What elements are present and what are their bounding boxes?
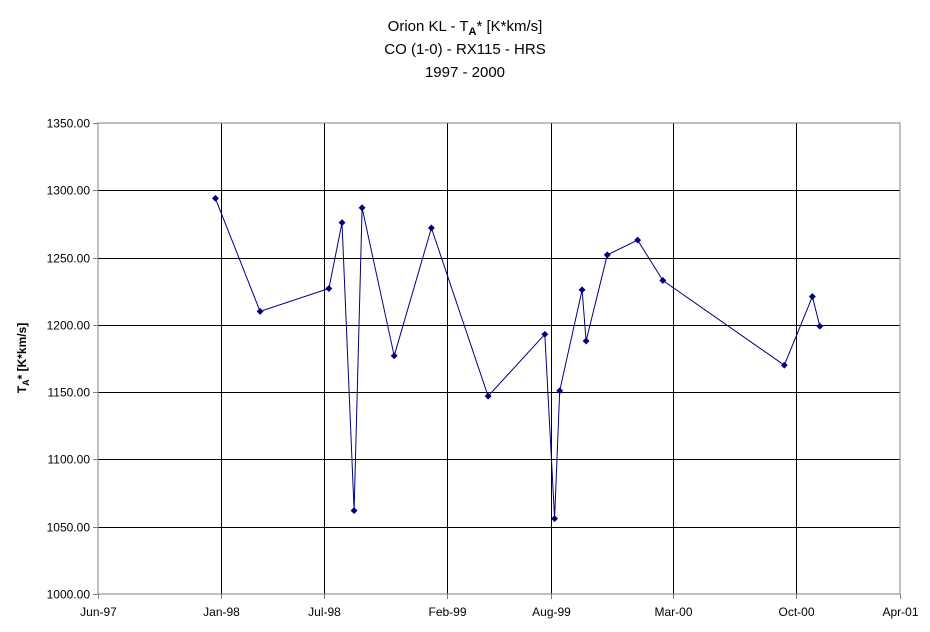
tick-label-layer: 1000.00 1050.00 1100.00 1150.00 1200.00 1250.… [47,117,919,620]
data-point-marker [659,276,667,285]
chart-title-prefix: Orion KL - T [387,18,469,35]
data-point-marker [338,219,346,227]
y-tick-label: 1100.00 [48,453,91,467]
data-point-marker [350,507,358,515]
x-tick-label: Jun-97 [80,605,117,619]
chart-title-line-1: Orion KL - TA* [K*km/s] [0,18,930,41]
data-point-marker [390,352,398,360]
y-tick-label: 1200.00 [47,319,91,333]
data-point-marker [582,337,590,345]
series-line [214,198,821,519]
plot-area-frame [97,122,901,595]
x-tick-label: Feb-99 [428,605,466,619]
chart-title-suffix: * [K*km/s] [476,18,543,35]
chart-title-line-2: CO (1-0) - RX115 - HRS [384,41,546,58]
data-point-marker [256,307,264,315]
y-axis-label-subscript: A [21,379,31,386]
data-point-marker [484,392,492,400]
data-point-marker [551,515,559,523]
data-point-marker [358,204,366,212]
data-point-marker [211,194,219,202]
y-tick-label: 1000.00 [47,588,91,602]
y-axis-label: TA* [K*km/s] [15,323,31,394]
data-point-marker [427,224,435,232]
grid-layer [98,123,900,594]
tick-layer [93,123,901,599]
data-point-marker [556,387,564,395]
data-point-marker [634,236,642,244]
y-tick-label: 1350.00 [47,117,91,131]
data-point-marker [578,286,586,294]
x-tick-label: Aug-99 [532,605,571,619]
data-point-marker [541,330,549,338]
data-point-marker [603,251,611,259]
x-tick-label: Apr-01 [882,605,918,619]
data-point-marker [780,361,788,369]
series-layer [211,194,824,523]
data-point-marker [816,322,824,330]
y-tick-label: 1050.00 [47,521,91,535]
chart-title-line-3: 1997 - 2000 [424,64,506,81]
chart-title-subscript: A [468,26,477,38]
y-axis-label-suffix: * [K*km/s] [15,323,29,380]
data-point-marker [325,284,333,293]
x-tick-label: Jul-98 [308,605,341,619]
data-point-marker [808,293,816,301]
x-tick-label: Mar-00 [654,605,692,619]
x-tick-label: Oct-00 [778,605,814,619]
y-axis-label-prefix: T [15,385,29,393]
y-tick-label: 1150.00 [48,386,91,400]
y-tick-label: 1300.00 [47,184,91,198]
y-tick-label: 1250.00 [47,252,91,266]
x-tick-label: Jan-98 [203,605,240,619]
